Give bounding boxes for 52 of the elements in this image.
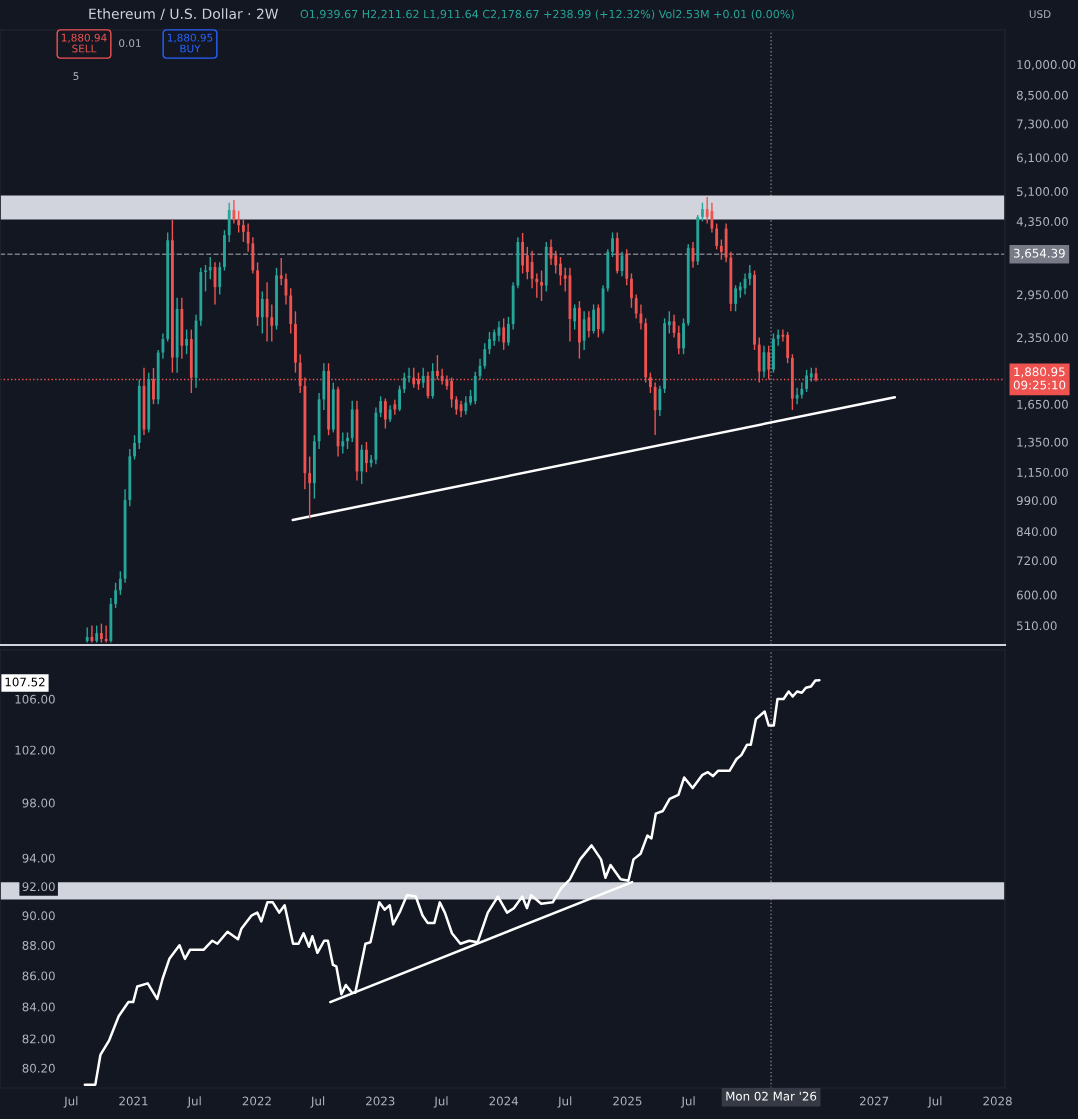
x-tick-label: 2023: [366, 1096, 395, 1106]
y-tick-label: 6,100.00: [1016, 153, 1068, 164]
ref-line-label: 1,880.95 09:25:10: [1013, 367, 1066, 390]
y-tick-label: 720.00: [1017, 556, 1057, 566]
x-tick-label: 2025: [613, 1096, 642, 1106]
y-tick-label: 98.00: [22, 798, 55, 808]
y-tick-label: 82.00: [22, 1034, 55, 1044]
y-tick-label: 88.00: [22, 940, 55, 950]
x-tick-label: 2028: [983, 1096, 1012, 1106]
x-tick-label: 2024: [489, 1096, 519, 1106]
y-tick-label: 10,000.00: [1017, 60, 1076, 71]
y-tick-label: 80.20: [22, 1063, 55, 1073]
x-tick-label: Jul: [680, 1096, 695, 1108]
y-tick-label: 1,650.00: [1017, 399, 1068, 410]
y-tick-label: 86.00: [22, 971, 55, 981]
x-tick-label: Jul: [927, 1096, 942, 1108]
y-tick-label: 90.00: [22, 911, 55, 921]
y-tick-label: 510.00: [1017, 621, 1057, 631]
annotation: 1,880.94 SELL: [61, 33, 107, 53]
x-tick-label: 2022: [242, 1096, 271, 1106]
y-tick-label: 8,500.00: [1016, 90, 1068, 101]
annotation: 107.52: [5, 677, 45, 687]
x-tick-label: 2027: [860, 1096, 889, 1106]
y-tick-label: 106.00: [15, 694, 55, 704]
x-tick-label: Jul: [63, 1096, 78, 1108]
y-tick-label: 7,300.00: [1017, 119, 1068, 130]
chart-subtitle: O1,939.67 H2,211.62 L1,911.64 C2,178.67 +238.99 (+12.32%) Vol2.53M +0.01 (0.00%): [300, 9, 794, 20]
y-tick-label: 600.00: [1016, 590, 1057, 600]
x-tick-label: Jul: [557, 1096, 572, 1108]
y-tick-label: 92.00: [22, 882, 55, 892]
x-tick-label: 2021: [119, 1096, 148, 1106]
y-tick-label: 1,350.00: [1017, 437, 1068, 448]
text: USD: [1029, 10, 1051, 19]
y-tick-label: 5,100.00: [1017, 187, 1068, 198]
x-tick-label: Jul: [186, 1096, 201, 1108]
y-tick-label: 84.00: [22, 1002, 55, 1012]
y-tick-label: 2,350.00: [1016, 333, 1068, 344]
chart-title: Ethereum / U.S. Dollar · 2W: [89, 8, 279, 21]
ref-line-label: 3,654.39: [1013, 248, 1065, 259]
y-tick-label: 4,350.00: [1016, 217, 1068, 228]
annotation: 0.01: [119, 39, 141, 48]
y-tick-label: 94.00: [22, 853, 55, 863]
y-tick-label: 840.00: [1016, 527, 1057, 537]
x-tick-label: Jul: [433, 1096, 448, 1108]
ref-line-label: Mon 02 Mar '26: [726, 1091, 817, 1101]
annotation: 1,880.95 BUY: [167, 33, 213, 53]
y-tick-label: 1,150.00: [1017, 467, 1068, 479]
x-tick-label: Jul: [310, 1096, 325, 1108]
y-tick-label: 102.00: [15, 745, 55, 755]
y-tick-label: 990.00: [1016, 496, 1057, 506]
annotation: 5: [73, 72, 79, 81]
y-tick-label: 2,950.00: [1016, 290, 1068, 301]
